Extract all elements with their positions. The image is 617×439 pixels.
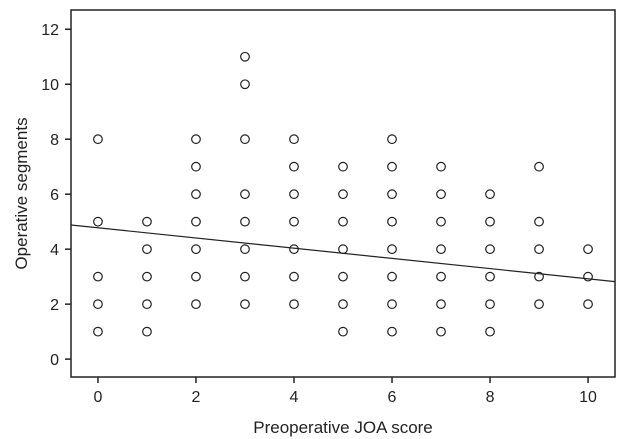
data-point: [240, 271, 250, 282]
data-point: [436, 299, 446, 310]
y-tick-label: 2: [50, 297, 59, 314]
data-point: [93, 134, 103, 145]
x-tick-label: 10: [579, 389, 597, 406]
data-point: [240, 51, 250, 62]
data-point: [191, 299, 201, 310]
data-point: [436, 326, 446, 337]
data-point: [485, 299, 495, 310]
data-point: [289, 189, 299, 200]
data-point: [142, 271, 152, 282]
data-point: [289, 161, 299, 172]
data-point: [142, 244, 152, 255]
data-point: [534, 161, 544, 172]
y-tick-label: 6: [50, 187, 59, 204]
data-point: [338, 299, 348, 310]
data-point: [387, 189, 397, 200]
data-point: [436, 271, 446, 282]
data-point: [93, 326, 103, 337]
x-axis-title: Preoperative JOA score: [253, 418, 433, 437]
x-tick-label: 0: [94, 389, 103, 406]
y-tick-label: 0: [50, 352, 59, 369]
data-point: [387, 244, 397, 255]
data-point: [338, 244, 348, 255]
x-axis: 0 2 4 6 8 10: [94, 377, 597, 406]
data-point: [289, 244, 299, 255]
data-point: [338, 161, 348, 172]
data-point: [387, 161, 397, 172]
data-point: [436, 244, 446, 255]
data-point: [240, 244, 250, 255]
data-point: [240, 79, 250, 90]
data-point: [387, 271, 397, 282]
data-point: [289, 271, 299, 282]
y-axis-title: Operative segments: [12, 117, 31, 269]
data-point: [191, 216, 201, 227]
x-tick-label: 4: [290, 389, 299, 406]
data-point: [387, 216, 397, 227]
data-point: [338, 326, 348, 337]
plot-area: [70, 9, 616, 378]
y-tick-label: 10: [41, 77, 59, 94]
data-point: [191, 161, 201, 172]
data-point: [240, 299, 250, 310]
y-tick-label: 8: [50, 132, 59, 149]
data-point: [93, 216, 103, 227]
data-point: [338, 216, 348, 227]
y-tick-label: 12: [41, 22, 59, 39]
data-point: [387, 299, 397, 310]
data-point: [191, 244, 201, 255]
data-point: [387, 134, 397, 145]
data-point: [142, 299, 152, 310]
data-point: [240, 134, 250, 145]
data-point: [191, 134, 201, 145]
data-point: [436, 161, 446, 172]
data-point: [485, 216, 495, 227]
x-tick-label: 6: [388, 389, 397, 406]
data-point: [289, 216, 299, 227]
data-point: [387, 326, 397, 337]
data-point: [191, 189, 201, 200]
data-point: [534, 271, 544, 282]
data-point: [534, 244, 544, 255]
data-point: [534, 216, 544, 227]
data-point: [485, 244, 495, 255]
data-point: [485, 271, 495, 282]
data-point: [338, 271, 348, 282]
data-point: [436, 216, 446, 227]
data-point: [583, 244, 593, 255]
plot-frame: [70, 9, 616, 378]
data-point: [485, 326, 495, 337]
data-point: [436, 189, 446, 200]
data-point: [240, 189, 250, 200]
data-point: [485, 189, 495, 200]
data-point: [93, 299, 103, 310]
data-point: [534, 299, 544, 310]
data-point: [142, 216, 152, 227]
data-point: [289, 134, 299, 145]
x-tick-label: 2: [192, 389, 201, 406]
data-point: [289, 299, 299, 310]
data-point: [583, 299, 593, 310]
x-tick-label: 8: [486, 389, 495, 406]
data-point: [240, 216, 250, 227]
data-point: [191, 271, 201, 282]
data-point: [583, 271, 593, 282]
data-point: [93, 271, 103, 282]
data-point: [142, 326, 152, 337]
y-tick-label: 4: [50, 242, 59, 259]
data-point: [338, 189, 348, 200]
data-points: [93, 51, 593, 337]
y-axis: 0 2 4 6 8 10 12: [41, 22, 71, 369]
